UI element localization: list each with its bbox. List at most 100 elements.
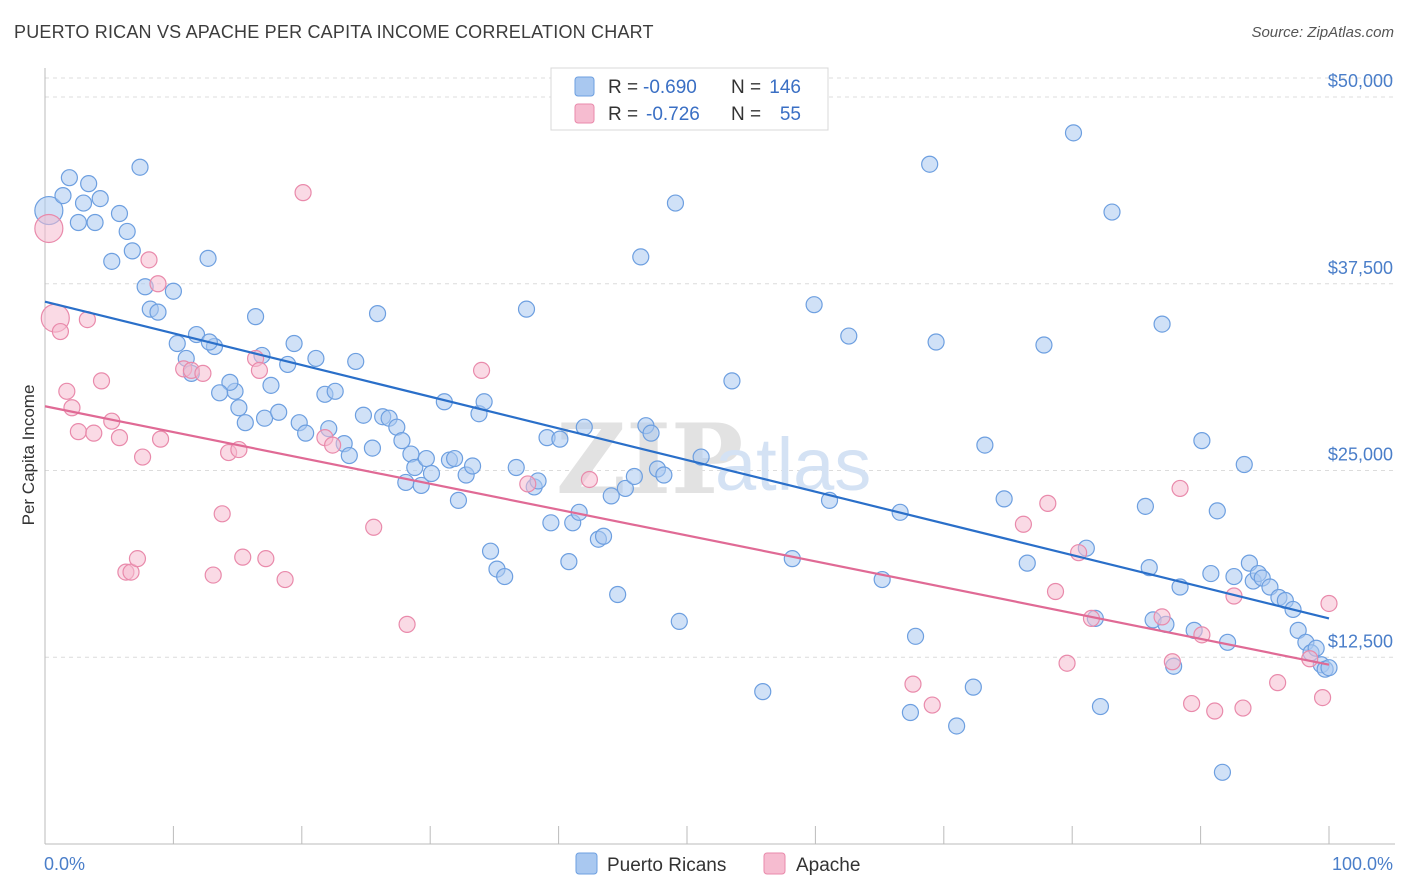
legend-n-value-2: 55 xyxy=(780,104,801,125)
apache-point xyxy=(92,372,111,390)
puerto-ricans-point xyxy=(103,252,121,270)
puerto-ricans-point xyxy=(1153,315,1171,333)
legend-r-label-2: R = xyxy=(608,104,638,125)
trend-line-puerto-ricans xyxy=(44,300,1330,620)
puerto-ricans-point xyxy=(417,449,435,468)
puerto-ricans-point xyxy=(123,242,141,260)
puerto-ricans-point xyxy=(236,414,254,432)
apache-point xyxy=(294,184,312,202)
apache-point xyxy=(398,615,416,633)
apache-point xyxy=(128,550,147,568)
apache-point xyxy=(1153,608,1171,626)
apache-point xyxy=(110,429,129,447)
apache-point xyxy=(133,448,152,466)
apache-point xyxy=(58,382,76,400)
bottom-legend-swatch-puerto-ricans xyxy=(575,852,598,875)
puerto-ricans-point xyxy=(948,717,966,735)
y-tick-label: $12,500 xyxy=(1328,631,1393,651)
legend-r-value-1: -0.690 xyxy=(643,77,697,98)
puerto-ricans-point xyxy=(964,678,982,696)
puerto-ricans-point xyxy=(475,393,493,411)
puerto-ricans-point xyxy=(1103,203,1121,221)
puerto-ricans-point xyxy=(616,479,634,498)
puerto-ricans-point xyxy=(723,372,741,390)
bottom-legend-swatch-apache xyxy=(763,852,786,875)
puerto-ricans-point xyxy=(927,333,945,351)
apache-point xyxy=(85,424,103,442)
puerto-ricans-point xyxy=(609,585,627,604)
apache-point xyxy=(1320,594,1338,613)
puerto-ricans-point xyxy=(1235,455,1253,474)
puerto-ricans-point xyxy=(363,439,382,457)
apache-point xyxy=(1046,582,1065,601)
legend-n-label-2: N = xyxy=(731,104,761,125)
y-tick-label: $50,000 xyxy=(1328,71,1393,91)
puerto-ricans-point xyxy=(285,334,303,353)
puerto-ricans-point xyxy=(1140,559,1158,577)
puerto-ricans-point xyxy=(1064,124,1083,142)
series-apache-points xyxy=(34,184,1338,720)
puerto-ricans-point xyxy=(445,449,464,468)
puerto-ricans-point xyxy=(805,296,823,314)
puerto-ricans-point xyxy=(270,403,288,421)
puerto-ricans-point xyxy=(666,194,685,212)
puerto-ricans-point xyxy=(422,464,441,483)
puerto-ricans-point xyxy=(594,527,613,545)
apache-point xyxy=(257,550,275,568)
puerto-ricans-point xyxy=(131,158,149,176)
puerto-ricans-point xyxy=(110,204,129,223)
trend-line-apache xyxy=(44,405,1330,666)
bottom-legend-label-apache: Apache xyxy=(796,855,860,876)
puerto-ricans-point xyxy=(560,553,578,571)
puerto-ricans-point xyxy=(246,308,265,326)
x-tick-label-min: 0.0% xyxy=(44,854,85,874)
puerto-ricans-point xyxy=(149,303,167,321)
puerto-ricans-point xyxy=(754,683,772,701)
y-tick-label: $37,500 xyxy=(1328,258,1393,278)
puerto-ricans-point xyxy=(1193,432,1211,450)
puerto-ricans-point xyxy=(1018,554,1036,572)
puerto-ricans-point xyxy=(168,334,186,353)
apache-point xyxy=(1206,702,1224,720)
apache-point xyxy=(519,475,537,493)
apache-point xyxy=(1234,699,1252,717)
puerto-ricans-point xyxy=(86,213,104,232)
puerto-ricans-point xyxy=(995,490,1013,508)
apache-point xyxy=(34,213,64,244)
apache-point xyxy=(1163,653,1181,671)
puerto-ricans-point xyxy=(976,436,994,454)
puerto-ricans-point xyxy=(1136,497,1154,515)
legend-swatch-apache xyxy=(574,103,595,124)
puerto-ricans-point xyxy=(297,424,315,442)
chart-source: Source: ZipAtlas.com xyxy=(1251,24,1394,41)
puerto-ricans-point xyxy=(118,222,136,241)
puerto-ricans-point xyxy=(632,248,650,266)
apache-point xyxy=(194,364,212,382)
puerto-ricans-point xyxy=(307,349,325,368)
apache-point xyxy=(69,423,87,441)
puerto-ricans-point xyxy=(368,305,387,323)
puerto-ricans-point xyxy=(670,612,688,630)
puerto-ricans-point xyxy=(1289,621,1307,639)
puerto-ricans-point xyxy=(642,424,660,442)
puerto-ricans-point xyxy=(1208,502,1226,520)
apache-point xyxy=(1171,479,1189,498)
bottom-legend-label-puerto-ricans: Puerto Ricans xyxy=(607,855,726,876)
puerto-ricans-point xyxy=(347,352,365,371)
puerto-ricans-point xyxy=(602,487,620,505)
y-tick-labels: $12,500 $25,000 $37,500 $50,000 xyxy=(1328,71,1393,651)
puerto-ricans-point xyxy=(91,189,109,208)
puerto-ricans-point xyxy=(54,187,72,205)
puerto-ricans-point xyxy=(262,376,280,394)
puerto-ricans-point xyxy=(199,249,217,267)
puerto-ricans-point xyxy=(901,703,920,722)
apache-point xyxy=(204,566,222,584)
puerto-ricans-point xyxy=(1091,697,1110,716)
puerto-ricans-point xyxy=(1213,763,1232,781)
puerto-ricans-point xyxy=(74,194,93,212)
puerto-ricans-point xyxy=(449,491,468,509)
grid-lines xyxy=(45,77,1395,658)
puerto-ricans-point xyxy=(1202,564,1220,583)
x-tick-label-max: 100.0% xyxy=(1332,854,1393,874)
